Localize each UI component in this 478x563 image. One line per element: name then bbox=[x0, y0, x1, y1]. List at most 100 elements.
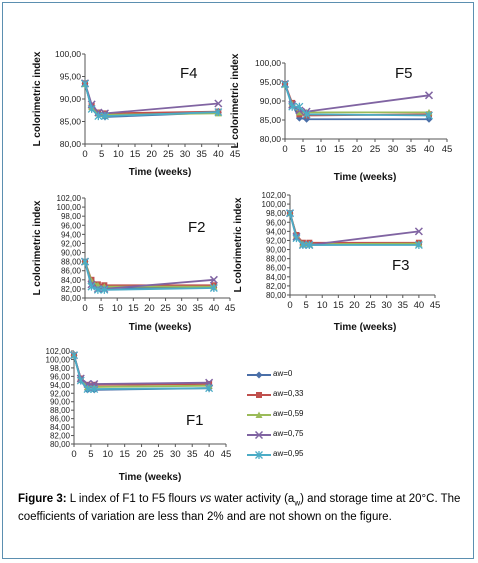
x-tick-label: 40 bbox=[204, 449, 215, 460]
x-tick-label: 45 bbox=[442, 144, 453, 155]
y-tick-label: 90,00 bbox=[50, 398, 71, 407]
x-tick-label: 10 bbox=[112, 303, 123, 314]
y-axis-label: L colorimetric index bbox=[32, 200, 43, 295]
data-point bbox=[87, 282, 96, 291]
y-tick-label: 100,00 bbox=[255, 58, 281, 68]
y-tick-label: 95,00 bbox=[260, 77, 282, 87]
y-tick-label: 88,00 bbox=[61, 258, 82, 267]
data-point bbox=[295, 108, 303, 116]
legend-marker-shape bbox=[255, 451, 263, 459]
x-tick-label: 40 bbox=[414, 300, 425, 311]
data-point bbox=[424, 91, 434, 100]
caption-text-1: L index of F1 to F5 flours bbox=[66, 493, 200, 505]
y-tick-label: 92,00 bbox=[61, 239, 82, 248]
x-tick-label: 30 bbox=[180, 149, 191, 160]
x-tick-label: 10 bbox=[317, 300, 328, 311]
x-tick-label: 40 bbox=[213, 149, 224, 160]
data-point bbox=[76, 376, 85, 385]
series-aw-0-75 bbox=[69, 351, 214, 389]
series-aw-0-75 bbox=[280, 79, 434, 116]
series-line bbox=[84, 82, 219, 115]
y-tick-label: 82,00 bbox=[61, 285, 82, 294]
x-tick-label: 5 bbox=[99, 149, 104, 160]
y-tick-label: 88,00 bbox=[266, 255, 287, 264]
x-tick-label: 25 bbox=[365, 300, 376, 311]
legend-marker-shape bbox=[255, 371, 263, 379]
x-tick-label: 25 bbox=[370, 144, 381, 155]
y-tick-label: 85,00 bbox=[260, 115, 282, 125]
x-tick-label: 15 bbox=[128, 303, 139, 314]
x-tick-label: 45 bbox=[430, 300, 441, 311]
data-point bbox=[414, 241, 423, 249]
x-tick-label: 0 bbox=[287, 300, 292, 311]
x-tick-label: 35 bbox=[397, 300, 408, 311]
x-tick-label: 10 bbox=[102, 449, 113, 460]
x-axis-label: Time (weeks) bbox=[334, 322, 397, 333]
legend-item: aw=0,75 bbox=[245, 428, 335, 442]
legend-label: aw=0,59 bbox=[273, 409, 304, 418]
legend-item: aw=0 bbox=[245, 368, 335, 382]
legend-item: aw=0,59 bbox=[245, 408, 335, 422]
legend-marker-shape bbox=[255, 431, 263, 439]
x-axis-label: Time (weeks) bbox=[129, 322, 192, 333]
legend-label: aw=0,33 bbox=[273, 389, 304, 398]
panel-title: F1 bbox=[186, 412, 204, 429]
x-tick-label: 15 bbox=[333, 300, 344, 311]
legend-marker bbox=[255, 431, 263, 439]
y-tick-label: 96,00 bbox=[61, 221, 82, 230]
x-tick-label: 20 bbox=[136, 449, 147, 460]
x-tick-label: 5 bbox=[300, 144, 305, 155]
x-tick-label: 20 bbox=[144, 303, 155, 314]
series-line bbox=[73, 354, 210, 385]
y-tick-label: 90,00 bbox=[260, 96, 282, 106]
x-tick-label: 0 bbox=[82, 149, 87, 160]
y-tick-label: 98,00 bbox=[50, 364, 71, 373]
caption-subscript: w bbox=[294, 498, 301, 508]
y-tick-label: 86,00 bbox=[50, 415, 71, 424]
legend-marker-shape bbox=[255, 411, 263, 418]
x-tick-label: 0 bbox=[282, 144, 287, 155]
y-tick-label: 98,00 bbox=[266, 209, 287, 218]
x-tick-label: 10 bbox=[316, 144, 327, 155]
y-tick-label: 102,00 bbox=[46, 347, 71, 356]
x-tick-label: 40 bbox=[209, 303, 220, 314]
x-tick-label: 35 bbox=[192, 303, 203, 314]
data-point bbox=[298, 241, 307, 249]
y-tick-label: 84,00 bbox=[61, 276, 82, 285]
x-tick-label: 30 bbox=[170, 449, 181, 460]
series-aw-0-95 bbox=[281, 80, 433, 120]
x-axis-label: Time (weeks) bbox=[334, 172, 397, 183]
y-tick-label: 82,00 bbox=[266, 282, 287, 291]
x-tick-label: 15 bbox=[119, 449, 130, 460]
legend-label: aw=0 bbox=[273, 369, 293, 378]
x-axis-label: Time (weeks) bbox=[129, 167, 192, 178]
y-axis-label: L colorimetric index bbox=[32, 51, 43, 146]
y-tick-label: 94,00 bbox=[266, 227, 287, 236]
data-point bbox=[81, 79, 89, 88]
x-tick-label: 0 bbox=[71, 449, 76, 460]
y-tick-label: 84,00 bbox=[50, 423, 71, 432]
series-aw-0-33 bbox=[287, 210, 422, 246]
y-tick-label: 90,00 bbox=[266, 246, 287, 255]
series-aw-0-95 bbox=[81, 257, 218, 294]
x-tick-label: 45 bbox=[221, 449, 232, 460]
y-tick-label: 100,00 bbox=[55, 49, 81, 59]
x-tick-label: 20 bbox=[352, 144, 363, 155]
x-tick-label: 35 bbox=[406, 144, 417, 155]
legend-label: aw=0,95 bbox=[273, 449, 304, 458]
panel-title: F5 bbox=[395, 65, 413, 82]
x-tick-label: 5 bbox=[303, 300, 308, 311]
series-aw-0-95 bbox=[81, 79, 223, 121]
x-tick-label: 45 bbox=[225, 303, 236, 314]
y-tick-label: 94,00 bbox=[61, 230, 82, 239]
y-tick-label: 100,00 bbox=[46, 355, 71, 364]
legend-label: aw=0,75 bbox=[273, 429, 304, 438]
data-point bbox=[81, 257, 89, 266]
data-point bbox=[90, 385, 99, 394]
figure-frame bbox=[2, 2, 474, 559]
chart-panel-f4: 80,00 85,00 90,00 95,00 100,00 0 5 10 15 20 25 30 35… bbox=[32, 49, 240, 178]
y-tick-label: 94,00 bbox=[50, 381, 71, 390]
y-tick-label: 98,00 bbox=[61, 212, 82, 221]
data-point bbox=[302, 110, 311, 119]
series-aw-0-95 bbox=[70, 351, 214, 394]
